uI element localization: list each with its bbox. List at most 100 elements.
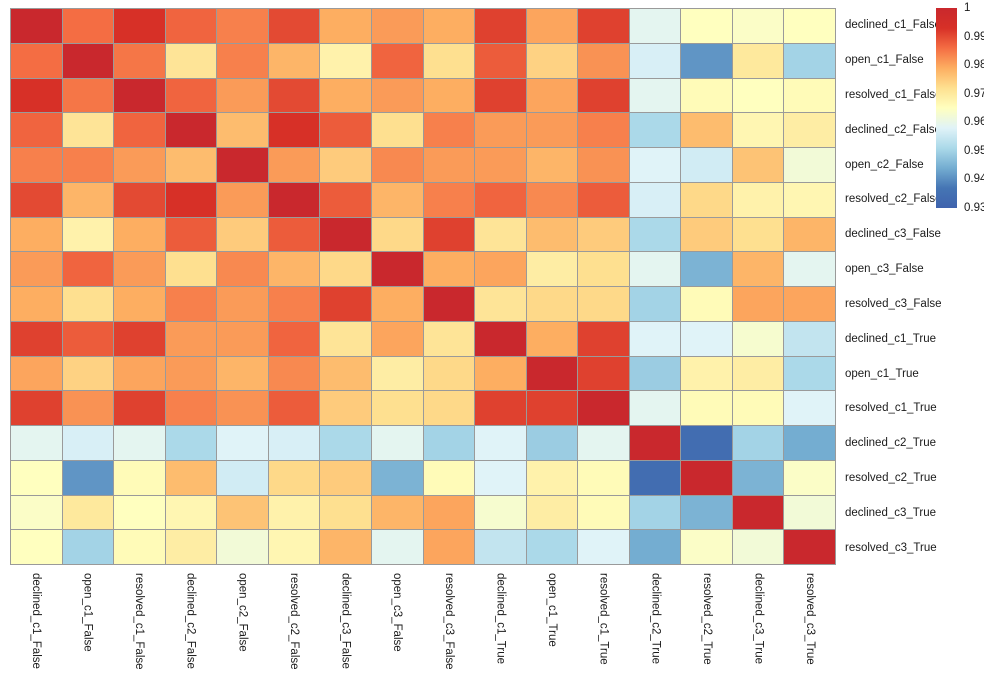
heatmap-cell: [681, 78, 732, 113]
heatmap-cell: [217, 356, 268, 391]
heatmap-cell: [165, 9, 217, 43]
heatmap-cell: [475, 148, 526, 182]
heatmap-cell: [268, 287, 320, 321]
heatmap-cell: [114, 113, 165, 147]
heatmap-cell: [732, 495, 784, 530]
heatmap-cell: [681, 9, 732, 43]
row-label: resolved_c3_True: [845, 541, 937, 554]
heatmap-cell: [62, 43, 114, 78]
colorbar-tick-label: 0.93: [964, 201, 984, 214]
heatmap-cell: [62, 426, 114, 460]
heatmap-cell: [732, 391, 784, 425]
heatmap-cell: [62, 321, 114, 356]
heatmap-cell: [114, 391, 165, 425]
heatmap-cell: [475, 252, 526, 286]
colorbar-tick-label: 0.99: [964, 30, 984, 43]
column-labels: declined_c1_False open_c1_False resolved_c…: [10, 570, 836, 685]
heatmap-cell: [371, 321, 423, 356]
heatmap-cell: [371, 460, 423, 495]
heatmap-cell: [578, 78, 629, 113]
heatmap-cell: [578, 321, 629, 356]
heatmap-cell: [681, 148, 732, 182]
column-label-text: open_c1_False: [81, 573, 94, 652]
heatmap-cell: [11, 78, 62, 113]
heatmap-cell: [268, 9, 320, 43]
heatmap-cell: [114, 182, 165, 217]
column-label: open_c1_False: [62, 570, 114, 685]
heatmap-cell: [423, 113, 475, 147]
heatmap-cell: [784, 530, 835, 564]
row-label: resolved_c1_False: [845, 89, 942, 102]
heatmap-cell: [423, 391, 475, 425]
column-label-text: resolved_c2_False: [287, 573, 300, 670]
heatmap-cell: [629, 287, 681, 321]
colorbar-tick-label: 0.97: [964, 87, 984, 100]
heatmap-cell: [268, 113, 320, 147]
column-label: open_c2_False: [217, 570, 269, 685]
row-label: resolved_c2_True: [845, 471, 937, 484]
heatmap-cell: [62, 113, 114, 147]
heatmap-cell: [62, 9, 114, 43]
column-label-text: declined_c3_False: [339, 573, 352, 669]
heatmap-cell: [475, 426, 526, 460]
heatmap-cell: [475, 391, 526, 425]
heatmap-cell: [629, 182, 681, 217]
colorbar-tick-label: 0.95: [964, 144, 984, 157]
heatmap-cell: [371, 530, 423, 564]
heatmap-cell: [320, 182, 371, 217]
colorbar-tick-label: 0.94: [964, 173, 984, 186]
column-label: resolved_c1_False: [113, 570, 165, 685]
heatmap-cell: [526, 43, 578, 78]
heatmap-cell: [732, 9, 784, 43]
column-label-text: open_c2_False: [236, 573, 249, 652]
heatmap-cell: [475, 321, 526, 356]
heatmap-cell: [681, 356, 732, 391]
heatmap-cell: [268, 391, 320, 425]
heatmap-cell: [165, 426, 217, 460]
heatmap-cell: [165, 321, 217, 356]
heatmap-cell: [681, 113, 732, 147]
heatmap-cell: [165, 287, 217, 321]
heatmap-cell: [217, 217, 268, 252]
heatmap-cell: [526, 217, 578, 252]
heatmap-cell: [320, 356, 371, 391]
heatmap-cell: [268, 78, 320, 113]
column-label: resolved_c2_False: [268, 570, 320, 685]
column-label: open_c3_False: [371, 570, 423, 685]
heatmap-cell: [114, 43, 165, 78]
heatmap-cell: [526, 287, 578, 321]
heatmap-cell: [732, 252, 784, 286]
heatmap-cell: [165, 148, 217, 182]
heatmap-cell: [732, 460, 784, 495]
heatmap-cell: [114, 460, 165, 495]
column-label-text: open_c3_False: [391, 573, 404, 652]
heatmap-cell: [423, 217, 475, 252]
heatmap-cell: [681, 530, 732, 564]
heatmap-cell: [165, 43, 217, 78]
heatmap-cell: [114, 530, 165, 564]
heatmap-cell: [681, 460, 732, 495]
heatmap-cell: [526, 9, 578, 43]
column-label-text: resolved_c3_True: [804, 573, 817, 665]
heatmap-cell: [578, 43, 629, 78]
heatmap-cell: [114, 287, 165, 321]
heatmap-cell: [165, 182, 217, 217]
heatmap-cell: [526, 148, 578, 182]
heatmap-cell: [371, 252, 423, 286]
heatmap-cell: [268, 530, 320, 564]
heatmap-cell: [578, 113, 629, 147]
heatmap-cell: [11, 287, 62, 321]
heatmap-cell: [11, 182, 62, 217]
heatmap-cell: [320, 426, 371, 460]
row-label: declined_c2_False: [845, 123, 941, 136]
heatmap-cell: [475, 287, 526, 321]
heatmap-cell: [526, 426, 578, 460]
heatmap-cell: [11, 356, 62, 391]
heatmap-cell: [526, 252, 578, 286]
colorbar-tick-label: 0.98: [964, 58, 984, 71]
heatmap-cell: [578, 148, 629, 182]
heatmap-cell: [217, 426, 268, 460]
row-labels: declined_c1_False open_c1_False resolved_c…: [845, 8, 983, 565]
heatmap-cell: [320, 321, 371, 356]
